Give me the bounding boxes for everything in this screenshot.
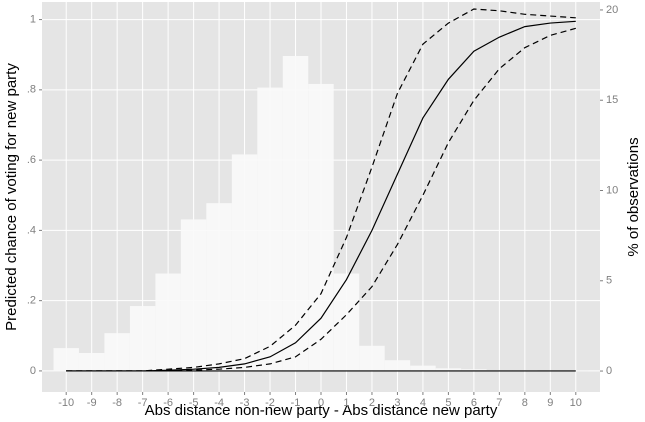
y-tick-label: .2 [27, 295, 36, 307]
histogram-bar [461, 369, 487, 372]
x-tick-label: -3 [240, 397, 250, 409]
histogram-bar [257, 87, 283, 372]
x-tick-label: 2 [369, 397, 375, 409]
x-axis-title: Abs distance non-new party - Abs distanc… [145, 402, 498, 419]
y2-tick-label: 5 [606, 275, 612, 287]
histogram-bar [155, 273, 181, 372]
y-tick-label: 0 [30, 365, 36, 377]
x-tick-label: 1 [343, 397, 349, 409]
histogram-bar [308, 83, 334, 372]
histogram-bar [333, 273, 360, 372]
y2-tick-label: 15 [606, 94, 618, 106]
x-tick-label: -4 [214, 397, 224, 409]
histogram-bar [282, 55, 309, 372]
x-tick-label: -9 [87, 397, 97, 409]
histogram-bar [180, 219, 207, 372]
x-tick-label: 7 [496, 397, 502, 409]
y-axis-title: Predicted chance of voting for new party [3, 63, 20, 331]
y2-tick-label: 10 [606, 184, 618, 196]
histogram-bar [410, 365, 436, 372]
y2-tick-label: 0 [606, 365, 612, 377]
y-tick-label: 1 [30, 13, 36, 25]
histogram-bar [384, 360, 411, 372]
x-tick-label: -5 [189, 397, 199, 409]
histogram-bar [78, 353, 105, 372]
x-tick-label: 10 [570, 397, 582, 409]
histogram-bar [231, 154, 258, 372]
x-tick-label: -2 [265, 397, 275, 409]
x-tick-label: 4 [420, 397, 426, 409]
y-tick-label: .6 [27, 154, 36, 166]
x-tick-label: 9 [547, 397, 553, 409]
histogram-bar [53, 348, 79, 372]
histogram-bar [129, 306, 156, 372]
ci-line [66, 27, 576, 372]
y-tick-label: .8 [27, 84, 36, 96]
histogram-bar [435, 368, 462, 372]
x-tick-label: 0 [318, 397, 324, 409]
histogram-bar [104, 333, 130, 372]
y2-tick-label: 20 [606, 4, 618, 16]
x-tick-label: 8 [522, 397, 528, 409]
histogram-bar [206, 203, 232, 372]
x-tick-label: 5 [445, 397, 451, 409]
x-tick-label: -10 [58, 397, 74, 409]
x-tick-label: 6 [471, 397, 477, 409]
y-tick-label: .4 [27, 224, 36, 236]
histogram-bar [359, 345, 385, 372]
x-tick-label: -7 [138, 397, 148, 409]
x-tick-label: -1 [291, 397, 301, 409]
x-tick-label: -6 [163, 397, 173, 409]
x-tick-label: -8 [112, 397, 122, 409]
x-tick-label: 3 [394, 397, 400, 409]
y2-axis-title: % of observations [625, 137, 642, 256]
